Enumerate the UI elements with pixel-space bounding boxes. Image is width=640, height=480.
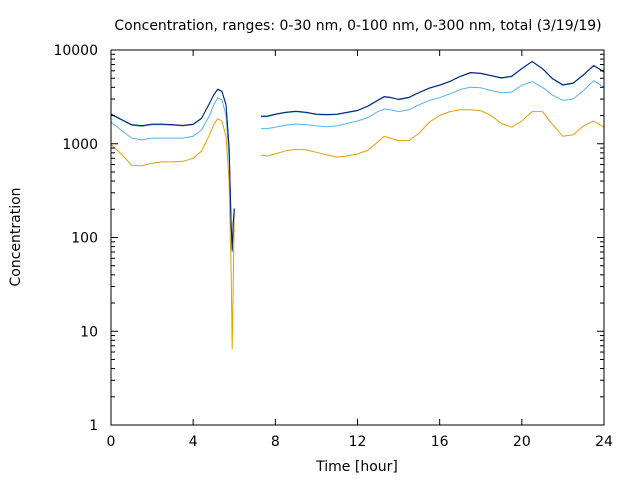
y-tick-label: 1000 bbox=[62, 137, 98, 153]
y-tick-label: 10 bbox=[80, 324, 98, 340]
series-line-0 bbox=[110, 109, 605, 350]
x-axis: 0 4 8 12 16 20 24 bbox=[107, 50, 613, 450]
y-tick-label: 10000 bbox=[53, 43, 98, 59]
x-tick-label: 4 bbox=[189, 434, 198, 450]
y-tick-label: 100 bbox=[71, 231, 98, 247]
x-axis-label: Time [hour] bbox=[315, 459, 398, 475]
y-axis: 1 10 100 1000 10000 bbox=[53, 43, 604, 434]
x-tick-label: 16 bbox=[431, 434, 449, 450]
plot-area bbox=[110, 60, 605, 350]
x-tick-label: 20 bbox=[513, 434, 531, 450]
y-axis-label: Concentration bbox=[8, 187, 24, 286]
x-tick-label: 12 bbox=[349, 434, 367, 450]
series-line-2 bbox=[110, 61, 605, 252]
x-tick-label: 0 bbox=[107, 434, 116, 450]
series-line-3 bbox=[110, 60, 605, 251]
x-tick-label: 8 bbox=[271, 434, 280, 450]
series-line-1 bbox=[110, 80, 605, 253]
plot-frame bbox=[110, 49, 605, 426]
chart-title: Concentration, ranges: 0-30 nm, 0-100 nm… bbox=[114, 18, 601, 34]
y-tick-label: 1 bbox=[89, 418, 98, 434]
x-tick-label: 24 bbox=[595, 434, 613, 450]
